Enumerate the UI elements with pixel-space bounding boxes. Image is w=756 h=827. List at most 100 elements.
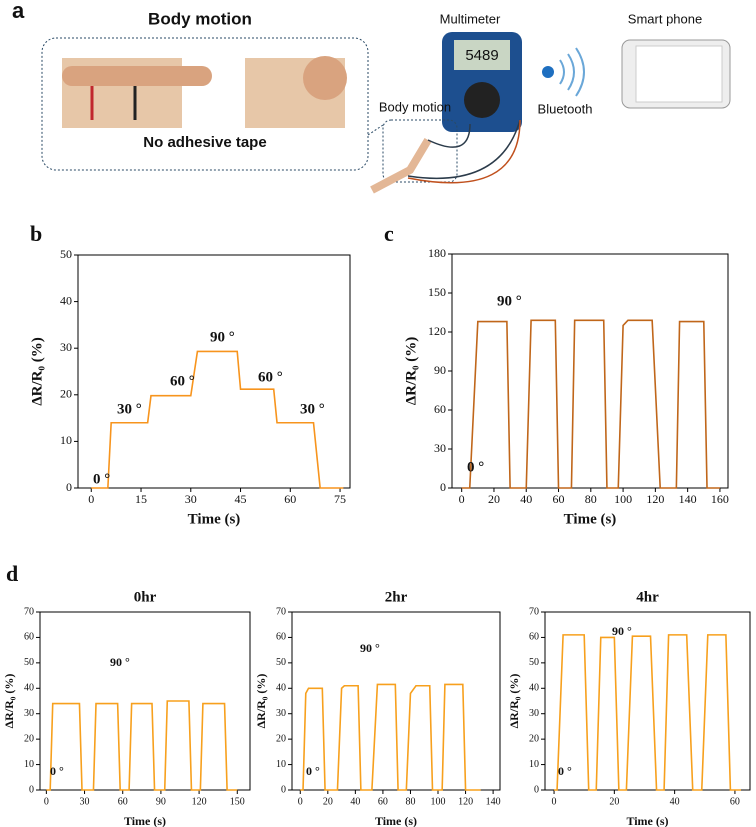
y-tick-label: 180 — [428, 246, 446, 260]
y-tick-label: 60 — [24, 632, 34, 643]
dial — [464, 82, 500, 118]
x-tick-label: 20 — [323, 796, 333, 807]
device-label: Smart phone — [628, 11, 702, 26]
annotation: 30 ° — [117, 401, 142, 417]
cable — [407, 119, 521, 184]
y-tick-label: 20 — [276, 733, 286, 744]
x-axis-label: Time (s) — [124, 814, 166, 827]
y-tick-label: 50 — [60, 247, 72, 261]
x-tick-label: 45 — [235, 492, 247, 506]
chart-title: 2hr — [385, 589, 408, 605]
y-axis-label: ΔR/R₀ (%) — [2, 674, 16, 729]
y-axis-label: ΔR/R₀ (%) — [507, 674, 521, 729]
x-axis-label: Time (s) — [626, 814, 668, 827]
x-tick-label: 15 — [135, 492, 147, 506]
y-tick-label: 120 — [428, 324, 446, 338]
panel-label: a — [12, 0, 25, 23]
x-tick-label: 40 — [350, 796, 360, 807]
y-tick-label: 0 — [66, 480, 72, 494]
y-tick-label: 60 — [276, 632, 286, 643]
x-tick-label: 60 — [378, 796, 388, 807]
x-tick-label: 20 — [488, 492, 500, 506]
x-tick-label: 160 — [711, 492, 729, 506]
y-tick-label: 90 — [434, 363, 446, 377]
y-tick-label: 20 — [60, 387, 72, 401]
annotation: 0 ° — [93, 471, 110, 487]
x-axis-label: Time (s) — [375, 814, 417, 827]
y-tick-label: 40 — [276, 683, 286, 694]
device-label: Bluetooth — [538, 101, 593, 116]
connector — [367, 124, 384, 136]
y-tick-label: 10 — [529, 759, 539, 770]
panel-label: d — [6, 561, 18, 586]
x-tick-label: 80 — [405, 796, 415, 807]
y-tick-label: 70 — [529, 606, 539, 617]
annotation: 60 ° — [258, 369, 283, 385]
annotation: 0 ° — [467, 459, 484, 475]
chart-title: 0hr — [134, 589, 157, 605]
x-axis-label: Time (s) — [188, 511, 241, 527]
multimeter-display: 5489 — [465, 47, 498, 64]
x-tick-label: 120 — [192, 796, 207, 807]
x-tick-label: 20 — [609, 796, 619, 807]
phone-screen — [635, 45, 723, 103]
y-tick-label: 60 — [529, 632, 539, 643]
plot-frame — [451, 253, 729, 489]
data-line — [46, 700, 238, 791]
plot-frame — [39, 611, 251, 791]
y-tick-label: 30 — [24, 708, 34, 719]
diagram-title: Body motion — [148, 9, 252, 28]
y-tick-label: 30 — [529, 708, 539, 719]
annotation: 90 ° — [612, 624, 632, 638]
plot-frame — [291, 611, 501, 791]
y-tick-label: 10 — [60, 433, 72, 447]
x-tick-label: 0 — [459, 492, 465, 506]
inset-box — [41, 37, 369, 171]
chart-title: 4hr — [636, 589, 659, 605]
y-axis-label: ΔR/R₀ (%) — [403, 337, 419, 405]
y-tick-label: 30 — [434, 441, 446, 455]
data-line — [300, 683, 481, 791]
y-tick-label: 50 — [276, 657, 286, 668]
x-tick-label: 0 — [88, 492, 94, 506]
bent-finger — [303, 56, 347, 100]
annotation: 0 ° — [558, 764, 572, 778]
data-line — [91, 350, 344, 489]
y-axis-label: ΔR/R₀ (%) — [29, 337, 45, 405]
x-tick-label: 60 — [730, 796, 740, 807]
annotation: 30 ° — [300, 401, 325, 417]
y-tick-label: 0 — [534, 784, 539, 795]
multimeter-screen — [454, 40, 510, 70]
x-tick-label: 140 — [679, 492, 697, 506]
device-label: Multimeter — [440, 11, 501, 26]
y-tick-label: 0 — [281, 784, 286, 795]
y-tick-label: 0 — [29, 784, 34, 795]
x-tick-label: 100 — [614, 492, 632, 506]
x-tick-label: 0 — [298, 796, 303, 807]
annotation: 60 ° — [170, 373, 195, 389]
signal — [559, 47, 585, 97]
arm — [370, 137, 432, 194]
x-tick-label: 30 — [80, 796, 90, 807]
annotation: 90 ° — [497, 293, 522, 309]
x-tick-label: 120 — [458, 796, 473, 807]
device-label: Body motion — [379, 99, 451, 114]
x-tick-label: 0 — [552, 796, 557, 807]
panel-label: b — [30, 221, 42, 246]
x-tick-label: 60 — [118, 796, 128, 807]
annotation: 0 ° — [306, 764, 320, 778]
cable — [407, 119, 521, 180]
plot-frame — [77, 254, 351, 489]
panel-label: c — [384, 221, 394, 246]
x-tick-label: 30 — [185, 492, 197, 506]
y-tick-label: 70 — [24, 606, 34, 617]
y-tick-label: 10 — [24, 759, 34, 770]
x-tick-label: 150 — [230, 796, 245, 807]
caption: No adhesive tape — [143, 134, 266, 151]
y-tick-label: 50 — [24, 657, 34, 668]
annotation: 90 ° — [360, 641, 380, 655]
y-tick-label: 40 — [24, 683, 34, 694]
x-tick-label: 140 — [486, 796, 501, 807]
y-tick-label: 50 — [529, 657, 539, 668]
data-line — [554, 634, 741, 791]
